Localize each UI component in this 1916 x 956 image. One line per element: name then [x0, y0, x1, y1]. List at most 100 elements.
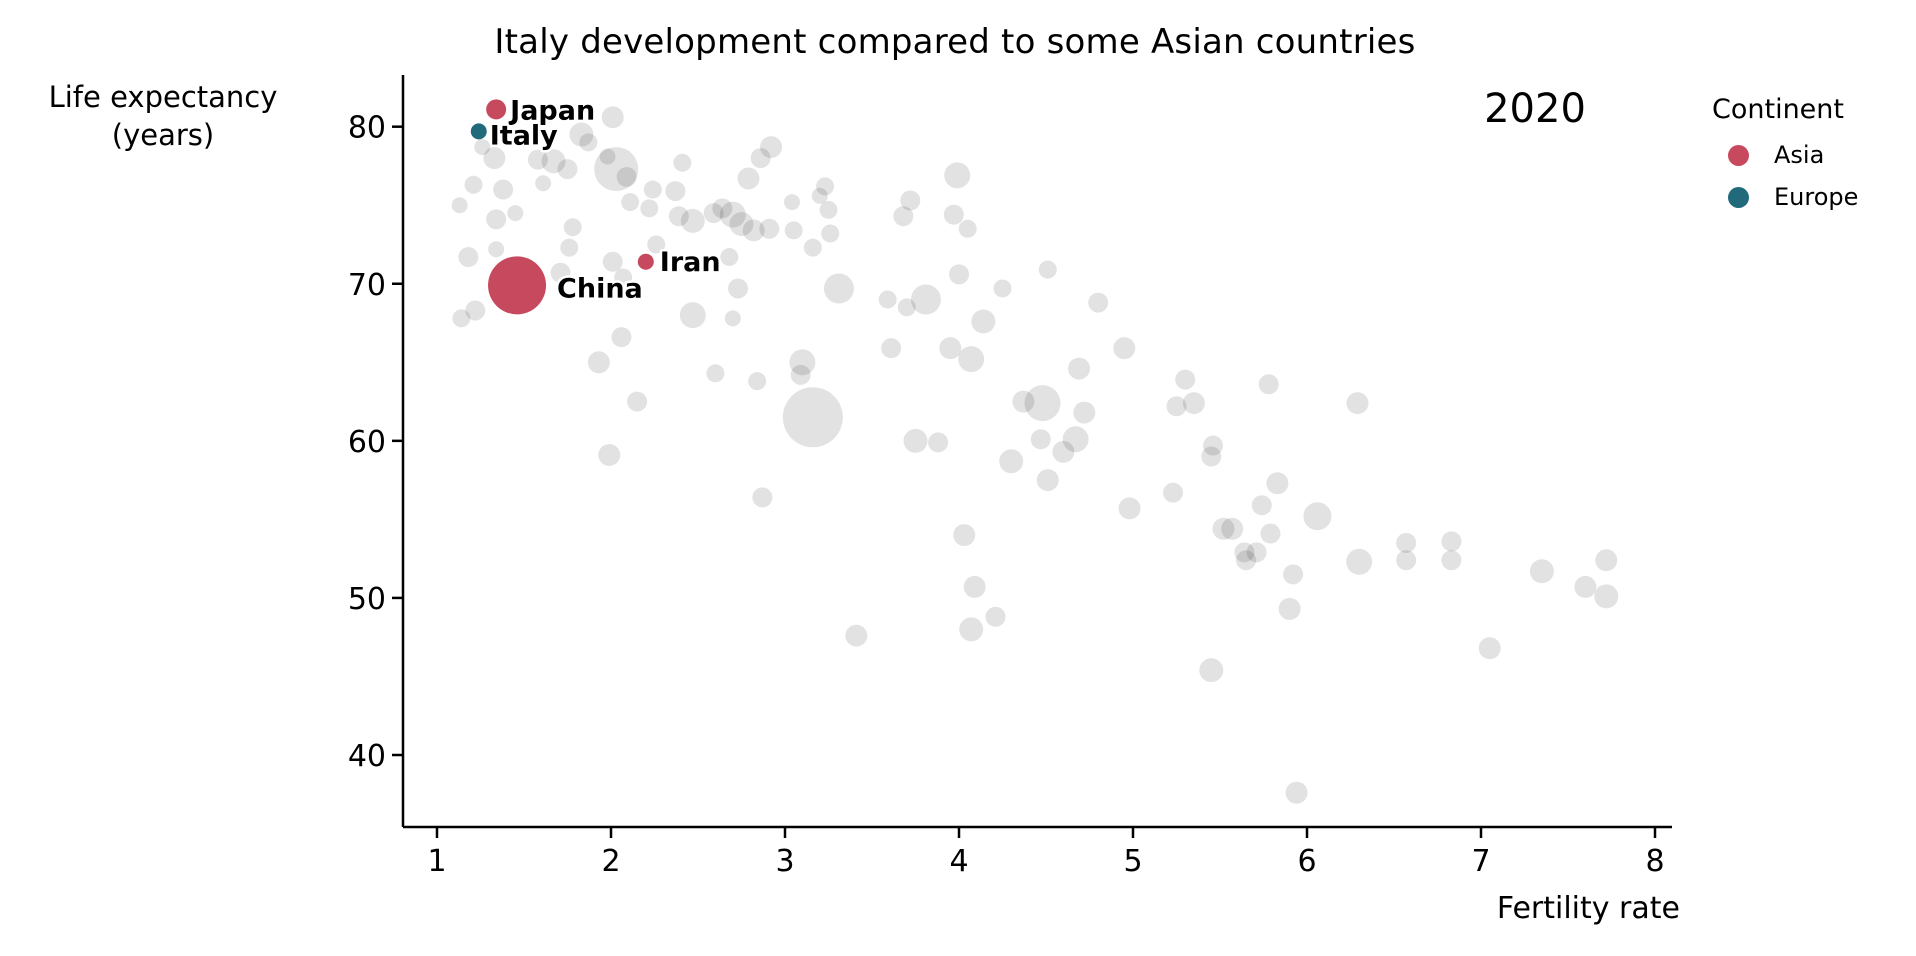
background-bubble [953, 524, 976, 547]
background-bubble [750, 148, 771, 169]
x-tick-label: 7 [1471, 844, 1490, 879]
background-bubble [712, 198, 733, 219]
background-bubble [944, 162, 971, 189]
x-tick-label: 3 [775, 844, 794, 879]
background-bubble [910, 284, 941, 315]
background-bubble [1175, 369, 1196, 390]
background-bubble [900, 190, 921, 211]
background-bubble [1036, 469, 1059, 492]
background-bubble [1201, 446, 1222, 467]
background-bubble [673, 153, 692, 172]
background-bubble [465, 300, 486, 321]
background-bubble [1594, 584, 1619, 609]
background-bubble [720, 248, 739, 267]
background-bubble [594, 147, 639, 192]
background-bubble [1529, 559, 1554, 584]
background-bubble [616, 166, 637, 187]
background-bubble [1182, 392, 1205, 415]
background-bubble [1346, 392, 1369, 415]
background-bubble [647, 235, 666, 254]
background-bubble [679, 302, 706, 329]
background-bubble [507, 205, 524, 222]
x-tick-label: 1 [427, 844, 446, 879]
background-bubble [811, 187, 828, 204]
background-bubble [1260, 523, 1281, 544]
y-tick-label: 40 [348, 739, 386, 774]
background-bubble [903, 428, 928, 453]
background-bubble [958, 346, 985, 373]
background-bubble [1236, 550, 1257, 571]
background-bubble [742, 219, 765, 242]
country-bubble-japan [486, 99, 507, 120]
background-bubble [560, 238, 579, 257]
background-bubble [706, 364, 725, 383]
background-bubble [985, 606, 1006, 627]
background-bubble [535, 175, 552, 192]
background-bubble [1285, 781, 1308, 804]
background-bubble [823, 273, 854, 304]
year-label: 2020 [1484, 86, 1586, 132]
background-bubble [1441, 550, 1462, 571]
x-axis-label: Fertility rate [1496, 891, 1680, 926]
background-bubble [719, 201, 746, 228]
background-bubble [1278, 597, 1301, 620]
background-bubble [599, 148, 616, 165]
background-bubble [488, 241, 505, 258]
background-bubble [458, 247, 479, 268]
background-bubble [1073, 401, 1096, 424]
background-bubble [1024, 385, 1061, 422]
background-bubble [627, 391, 648, 412]
y-tick-label: 80 [348, 111, 386, 146]
y-tick-label: 60 [348, 425, 386, 460]
country-label-china: China [557, 273, 643, 304]
background-bubble [569, 122, 594, 147]
background-bubble [949, 264, 969, 285]
background-bubble [579, 133, 598, 152]
legend-item-asia-label: Asia [1774, 141, 1825, 169]
background-bubble [752, 487, 773, 508]
background-bubble [845, 624, 868, 647]
country-label-japan: Japan [508, 95, 595, 126]
europe-color-dot-icon [1728, 186, 1749, 208]
background-bubble [611, 327, 632, 348]
background-bubble [541, 149, 566, 174]
background-bubble [790, 364, 811, 385]
background-bubble [737, 167, 760, 190]
background-bubble [474, 139, 491, 156]
background-bubble [563, 218, 582, 237]
background-bubble [557, 159, 578, 180]
background-bubble [483, 147, 506, 170]
y-axis-label: Life expectancy (years) [18, 78, 308, 154]
background-bubble [1396, 532, 1417, 553]
background-bubble [928, 432, 949, 453]
background-bubble [897, 298, 916, 317]
background-bubble [1221, 517, 1244, 540]
background-bubble [1246, 542, 1267, 563]
background-bubble [665, 181, 686, 202]
background-bubble [760, 136, 783, 159]
background-bubble [893, 206, 914, 227]
background-bubble [881, 338, 902, 359]
legend-item-europe: Europe [1712, 181, 1858, 213]
background-bubble [939, 337, 962, 360]
background-bubble [1266, 472, 1289, 495]
background-bubble [759, 218, 780, 239]
background-bubble [614, 268, 633, 287]
background-bubble [803, 238, 822, 257]
background-bubble [729, 212, 754, 237]
background-bubble [1113, 337, 1136, 360]
background-bubble [971, 309, 996, 334]
background-bubble [1030, 429, 1051, 450]
background-bubble [1052, 440, 1075, 463]
background-bubble [1068, 357, 1091, 380]
background-bubble [959, 617, 984, 642]
background-bubble [602, 251, 623, 272]
country-label-iran: Iran [660, 247, 721, 278]
background-bubble [1088, 292, 1109, 313]
background-bubble [464, 175, 483, 194]
background-bubble [680, 208, 705, 233]
background-bubble [550, 262, 571, 283]
background-bubble [703, 203, 724, 224]
